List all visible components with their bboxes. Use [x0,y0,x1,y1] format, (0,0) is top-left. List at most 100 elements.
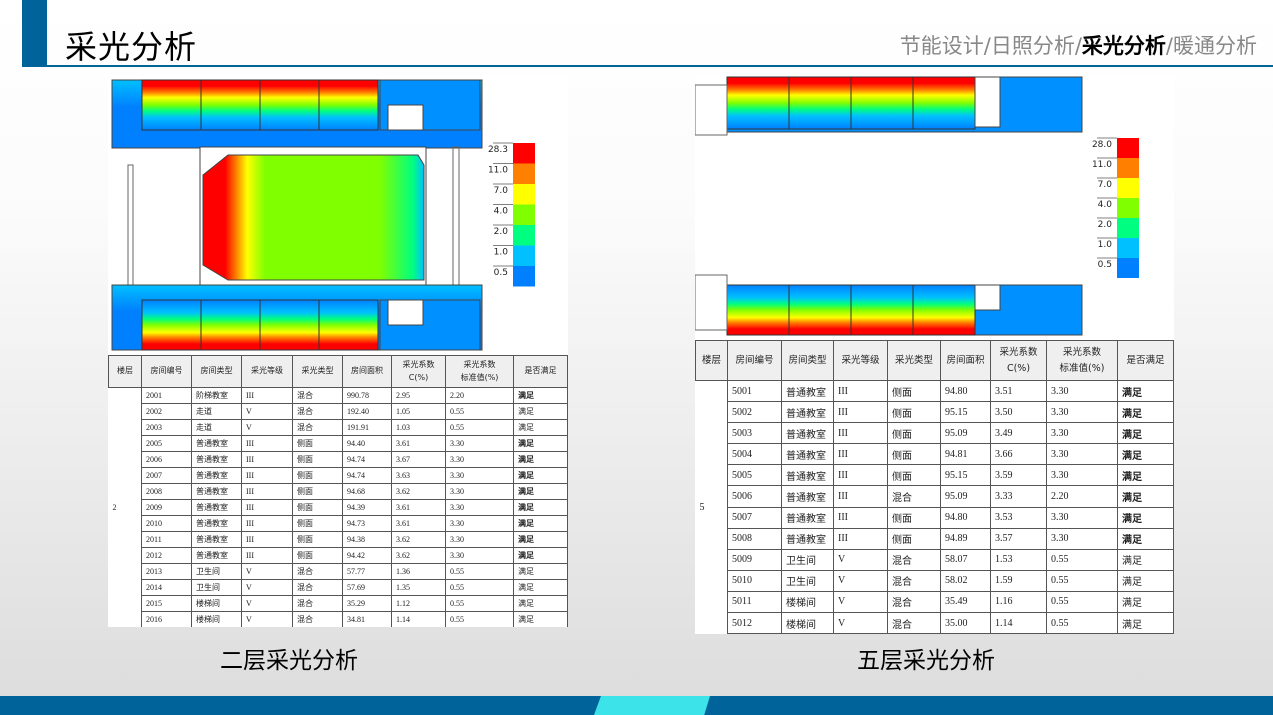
legend-swatch [513,184,535,205]
table-cell: 94.80 [940,506,991,529]
column-header: 楼层 [108,355,142,388]
table-cell: 3.33 [990,485,1047,508]
table-cell: 2015 [141,595,192,612]
table-cell: 5003 [727,422,782,445]
legend-label: 0.5 [1098,260,1112,270]
breadcrumb-separator: / [983,34,991,58]
table-cell: V [833,612,888,635]
table-cell: III [833,443,888,466]
table-cell: V [833,569,888,592]
table-cell: 94.38 [342,531,392,548]
table-cell: 94.81 [940,443,991,466]
table-cell: 94.68 [342,483,392,500]
classroom-heatmap [726,76,790,130]
legend-label: 4.0 [494,207,509,217]
table-cell: III [241,499,293,516]
table-row: 5011 楼梯间 V 混合 35.49 1.16 0.55 满足 [696,590,1174,614]
stair [974,76,1001,128]
legend-label: 7.0 [494,186,509,196]
classroom-heatmap [200,299,261,351]
table-cell: 阶梯教室 [191,387,242,404]
table-cell: 3.30 [1046,379,1118,403]
table-cell: 3.51 [990,379,1047,403]
table-cell: 满足 [513,483,568,500]
table-row: 2010 普通教室 III 侧面 94.73 3.61 3.30 满足 [109,515,568,532]
table-cell: 侧面 [887,401,941,424]
table-cell: 95.09 [940,422,991,445]
table-cell: 满足 [513,611,568,627]
table-cell: 0.55 [445,563,514,580]
table-cell: 侧面 [887,422,941,445]
table-cell: 990.78 [342,387,392,404]
table-row: 2008 普通教室 III 侧面 94.68 3.62 3.30 满足 [109,483,568,500]
wall [695,84,728,136]
breadcrumb-item[interactable]: 暖通分析 [1173,34,1257,58]
table-cell: 混合 [887,485,941,508]
table-cell: III [241,483,293,500]
table-cell: 94.73 [342,515,392,532]
table-cell: 2011 [141,531,192,548]
table-cell: 卫生间 [191,579,242,596]
breadcrumb-item[interactable]: 日照分析 [990,34,1075,58]
table-cell: 94.89 [940,527,991,550]
legend-swatch [1117,158,1139,178]
table-cell: 95.15 [940,464,991,487]
table-cell: 192.40 [342,403,392,420]
legend-swatch [1117,138,1139,158]
table-cell: 侧面 [887,379,941,403]
table-cell: 走道 [191,403,242,420]
table-cell: 3.50 [990,401,1047,424]
table-cell: 1.16 [990,590,1047,614]
breadcrumb: 节能设计/日照分析/采光分析/暖通分析 [900,30,1257,60]
table-row: 2014 卫生间 V 混合 57.69 1.35 0.55 满足 [109,579,568,596]
table-cell: 满足 [1117,506,1174,529]
legend-swatch [513,266,535,287]
table-cell: 普通教室 [781,485,834,508]
table-row: 2 2001 阶梯教室 III 混合 990.78 2.95 2.20 满足 [108,387,568,627]
table-cell: 普通教室 [781,379,834,403]
table-cell: 1.05 [391,403,446,420]
breadcrumb-item[interactable]: 节能设计 [899,34,984,58]
breadcrumb-item[interactable]: 采光分析 [1081,34,1166,58]
table-cell: 1.59 [990,569,1047,592]
table-cell: 1.03 [391,419,446,436]
table-cell: 满足 [513,435,568,452]
table-cell: 1.14 [391,611,446,627]
table-cell: 0.55 [445,403,514,420]
table-cell: III [833,485,888,508]
table-cell: 满足 [513,387,568,404]
table-row: 5005 普通教室 III 侧面 95.15 3.59 3.30 满足 [696,464,1174,487]
table-row: 5 5001 普通教室 III 侧面 94.80 3.51 3.30 满足 [695,379,1174,634]
table-cell: 57.69 [342,579,392,596]
table-cell: 0.55 [445,595,514,612]
table-cell: 走道 [191,419,242,436]
table-cell: 卫生间 [781,569,834,592]
column-header: 采光等级 [241,355,293,388]
legend-label: 0.5 [494,268,508,278]
table-cell: 满足 [1117,527,1174,550]
page-title: 采光分析 [65,28,198,66]
table-cell: 2013 [141,563,192,580]
table-cell: 混合 [292,595,343,612]
table-cell: 3.30 [1046,422,1118,445]
table-cell: 57.77 [342,563,392,580]
title-accent-bar [22,0,47,66]
header-divider [22,65,1273,67]
table-cell: III [833,379,888,403]
column-header: 房间面积 [342,355,392,388]
table-row: 2011 普通教室 III 侧面 94.38 3.62 3.30 满足 [109,531,568,548]
table-row: 2002 走道 V 混合 192.40 1.05 0.55 满足 [109,403,568,420]
column-header: 采光等级 [833,340,888,381]
legend-label: 4.0 [1098,200,1113,210]
table-cell: 混合 [292,403,343,420]
table-cell: 5005 [727,464,782,487]
table-cell: 2.20 [445,387,514,404]
table-cell: 94.74 [342,467,392,484]
table-cell: 卫生间 [781,548,834,571]
table-cell: 3.30 [445,483,514,500]
table-cell: 混合 [887,548,941,571]
table-cell: V [833,548,888,571]
table-cell: 满足 [1117,401,1174,424]
table-cell: 侧面 [292,483,343,500]
column-header: 采光系数 C(%) [990,340,1047,381]
